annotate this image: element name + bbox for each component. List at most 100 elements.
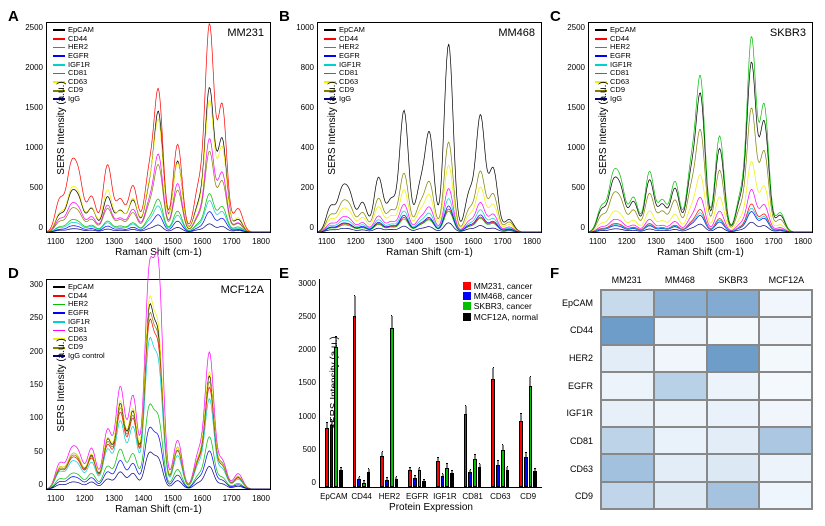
heatmap-cell bbox=[654, 345, 707, 372]
error-cap bbox=[507, 466, 509, 467]
bar bbox=[473, 459, 477, 487]
bar bbox=[496, 465, 500, 487]
legend-swatch bbox=[595, 29, 607, 31]
legend-label: MM231, cancer bbox=[474, 281, 533, 291]
error-bar bbox=[382, 452, 383, 456]
legend-swatch bbox=[53, 47, 65, 49]
heatmap-cell bbox=[654, 372, 707, 399]
heatmap-col-labels: MM231MM468SKBR3MCF12A bbox=[600, 275, 813, 285]
heatmap-cell bbox=[654, 482, 707, 509]
error-bar bbox=[502, 445, 503, 450]
error-cap bbox=[359, 476, 361, 477]
panel-letter-F: F bbox=[550, 265, 559, 282]
bar-group bbox=[408, 470, 426, 487]
legend-swatch bbox=[595, 38, 607, 40]
error-bar bbox=[424, 480, 425, 481]
error-cap bbox=[331, 419, 333, 420]
heatmap-cell bbox=[707, 400, 760, 427]
error-bar bbox=[493, 368, 494, 378]
error-bar bbox=[535, 469, 536, 471]
legend-swatch bbox=[324, 64, 336, 66]
xlabel-B: Raman Shift (cm-1) bbox=[386, 247, 473, 258]
series-EGFR bbox=[47, 212, 270, 232]
panel-letter-C: C bbox=[550, 8, 561, 25]
heatmap-cell bbox=[759, 345, 812, 372]
legend-swatch bbox=[324, 47, 336, 49]
panel-C: C EpCAMCD44HER2EGFRIGF1RCD81CD63CD9IgG S… bbox=[550, 8, 817, 261]
panel-letter-E: E bbox=[279, 265, 289, 282]
heatmap-cell bbox=[601, 317, 654, 344]
heatmap-cell bbox=[707, 345, 760, 372]
legend-swatch bbox=[53, 73, 65, 75]
error-cap bbox=[382, 451, 384, 452]
legend-swatch bbox=[595, 64, 607, 66]
error-cap bbox=[391, 315, 393, 316]
series-CD63 bbox=[589, 162, 812, 232]
legend-swatch bbox=[595, 55, 607, 57]
title-D: MCF12A bbox=[221, 284, 264, 296]
panel-D: D EpCAMCD44HER2EGFRIGF1RCD81CD63CD9IgG c… bbox=[8, 265, 275, 518]
error-bar bbox=[331, 420, 332, 425]
chart-C: EpCAMCD44HER2EGFRIGF1RCD81CD63CD9IgG SKB… bbox=[588, 22, 813, 233]
bar-group bbox=[325, 347, 343, 487]
title-C: SKBR3 bbox=[770, 27, 806, 39]
legend-item: SKBR3, cancer bbox=[463, 301, 538, 311]
heatmap-row-label: CD81 bbox=[552, 427, 596, 455]
legend-swatch bbox=[324, 38, 336, 40]
error-cap bbox=[396, 476, 398, 477]
legend-swatch bbox=[53, 55, 65, 57]
legend-swatch bbox=[53, 321, 65, 323]
bar bbox=[357, 479, 361, 487]
xticks-A: 11001200130014001500160017001800 bbox=[47, 237, 270, 246]
bar bbox=[413, 478, 417, 487]
error-bar bbox=[498, 461, 499, 464]
error-cap bbox=[414, 475, 416, 476]
error-cap bbox=[493, 367, 495, 368]
xticks-C: 11001200130014001500160017001800 bbox=[589, 237, 812, 246]
panel-letter-D: D bbox=[8, 265, 19, 282]
bar bbox=[362, 483, 366, 487]
title-A: MM231 bbox=[227, 27, 264, 39]
bar bbox=[478, 467, 482, 487]
heatmap-wrap: MM231MM468SKBR3MCF12A EpCAMCD44HER2EGFRI… bbox=[600, 289, 813, 510]
xlabel-E: Protein Expression bbox=[389, 502, 473, 513]
series-CD63 bbox=[318, 165, 541, 232]
bar bbox=[353, 316, 357, 487]
heatmap-row-label: HER2 bbox=[552, 344, 596, 372]
heatmap-cell bbox=[707, 317, 760, 344]
panel-A: A EpCAMCD44HER2EGFRIGF1RCD81CD63CD9IgG M… bbox=[8, 8, 275, 261]
bar-group bbox=[519, 386, 537, 487]
legend-swatch bbox=[595, 47, 607, 49]
error-cap bbox=[525, 452, 527, 453]
error-bar bbox=[525, 453, 526, 457]
bar bbox=[330, 425, 334, 487]
legend-item: MM231, cancer bbox=[463, 281, 538, 291]
error-bar bbox=[396, 477, 397, 479]
bar bbox=[524, 457, 528, 487]
bar-group bbox=[464, 414, 482, 487]
bar-group bbox=[380, 328, 398, 487]
heatmap-cell bbox=[601, 345, 654, 372]
bar bbox=[533, 471, 537, 487]
error-cap bbox=[446, 463, 448, 464]
xticks-B: 11001200130014001500160017001800 bbox=[318, 237, 541, 246]
error-cap bbox=[442, 473, 444, 474]
heatmap-row-labels: EpCAMCD44HER2EGFRIGF1RCD81CD63CD9 bbox=[552, 289, 596, 510]
error-cap bbox=[497, 460, 499, 461]
heatmap-cell bbox=[654, 317, 707, 344]
legend-label: MCF12A, normal bbox=[474, 312, 538, 322]
yticks-B: 02004006008001000 bbox=[290, 23, 314, 232]
yticks-E: 050010001500200025003000 bbox=[292, 279, 316, 487]
chart-D: EpCAMCD44HER2EGFRIGF1RCD81CD63CD9IgG con… bbox=[46, 279, 271, 490]
error-cap bbox=[479, 463, 481, 464]
heatmap-cell bbox=[654, 400, 707, 427]
xticks-D: 11001200130014001500160017001800 bbox=[47, 494, 270, 503]
panel-letter-A: A bbox=[8, 8, 19, 25]
heatmap-cell bbox=[601, 454, 654, 481]
bar bbox=[422, 481, 426, 487]
legend-swatch bbox=[324, 29, 336, 31]
error-bar bbox=[368, 469, 369, 472]
heatmap-cell bbox=[707, 372, 760, 399]
title-B: MM468 bbox=[498, 27, 535, 39]
heatmap-cell bbox=[759, 482, 812, 509]
